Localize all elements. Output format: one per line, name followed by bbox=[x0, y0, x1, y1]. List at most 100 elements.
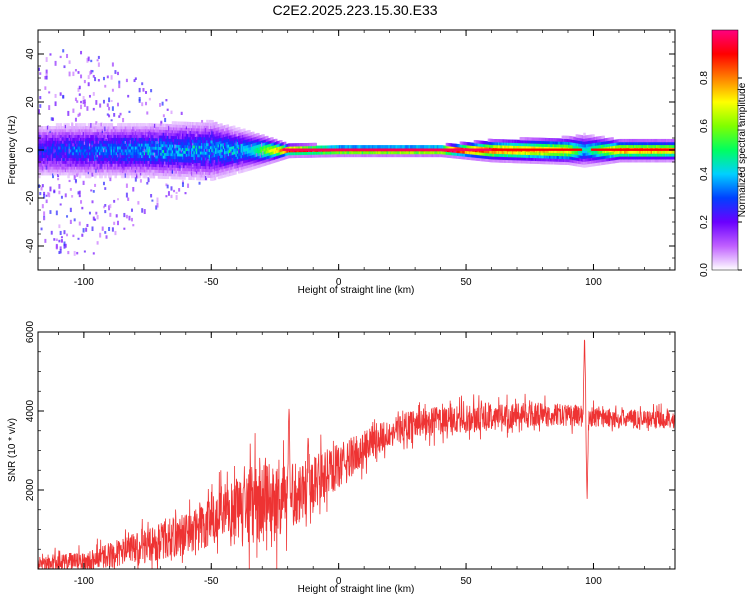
heatmap-cell bbox=[226, 144, 230, 148]
heatmap-cell bbox=[290, 151, 293, 156]
heatmap-cell bbox=[202, 145, 205, 149]
heatmap-cell bbox=[131, 149, 134, 153]
heatmap-cell bbox=[39, 169, 42, 173]
heatmap-cell bbox=[257, 141, 260, 145]
heatmap-cell bbox=[125, 154, 129, 159]
heatmap-cell bbox=[122, 131, 125, 136]
heatmap-cell bbox=[254, 156, 258, 161]
heatmap-cell bbox=[52, 169, 55, 173]
heatmap-cell bbox=[77, 154, 80, 159]
heatmap-cell bbox=[542, 149, 546, 153]
heatmap-cell bbox=[310, 142, 314, 147]
heatmap-cell bbox=[142, 174, 145, 179]
heatmap-cell bbox=[64, 149, 68, 153]
heatmap-cell bbox=[548, 149, 552, 153]
heatmap-cell bbox=[212, 171, 216, 175]
heatmap-noise-cell bbox=[161, 101, 164, 106]
heatmap-cell bbox=[188, 136, 191, 140]
heatmap-cell bbox=[97, 140, 101, 144]
heatmap-cell bbox=[570, 159, 574, 163]
heatmap-noise-cell bbox=[58, 184, 61, 189]
heatmap-cell bbox=[58, 140, 61, 144]
heatmap-cell bbox=[178, 173, 181, 177]
heatmap-cell bbox=[88, 140, 92, 144]
heatmap-cell bbox=[269, 137, 273, 141]
heatmap-cell bbox=[477, 143, 481, 147]
heatmap-cell bbox=[443, 151, 446, 155]
heatmap-cell bbox=[74, 137, 78, 141]
heatmap-cell bbox=[486, 155, 489, 159]
heatmap-cell bbox=[188, 176, 191, 180]
heatmap-cell bbox=[66, 163, 69, 167]
heatmap-cell bbox=[546, 158, 549, 162]
heatmap-cell bbox=[441, 145, 445, 149]
heatmap-cell bbox=[81, 163, 84, 167]
heatmap-cell bbox=[96, 143, 100, 147]
heatmap-cell bbox=[531, 154, 534, 159]
heatmap-cell bbox=[403, 153, 407, 158]
heatmap-cell bbox=[369, 150, 372, 155]
heatmap-cell bbox=[175, 170, 179, 174]
heatmap-cell bbox=[207, 154, 210, 158]
heatmap-cell bbox=[111, 134, 115, 138]
heatmap-cell bbox=[192, 176, 195, 181]
heatmap-cell bbox=[537, 143, 540, 147]
heatmap-cell bbox=[104, 169, 107, 173]
heatmap-cell bbox=[424, 150, 427, 155]
heatmap-cell bbox=[497, 142, 501, 146]
heatmap-cell bbox=[259, 135, 263, 139]
heatmap-cell bbox=[88, 163, 92, 167]
heatmap-cell bbox=[232, 137, 236, 141]
heatmap-cell bbox=[136, 151, 139, 156]
heatmap-cell bbox=[142, 172, 145, 176]
heatmap-cell bbox=[311, 154, 315, 158]
heatmap-cell bbox=[129, 146, 133, 150]
heatmap-cell bbox=[492, 144, 496, 149]
heatmap-noise-cell bbox=[153, 152, 156, 158]
heatmap-cell bbox=[230, 169, 233, 173]
heatmap-cell bbox=[189, 168, 193, 172]
heatmap-cell bbox=[240, 155, 244, 159]
heatmap-cell bbox=[229, 158, 232, 162]
heatmap-cell bbox=[77, 137, 80, 141]
heatmap-cell bbox=[166, 138, 170, 142]
heatmap-cell bbox=[159, 140, 162, 145]
heatmap-cell bbox=[490, 153, 493, 157]
heatmap-cell bbox=[99, 128, 102, 133]
heatmap-cell bbox=[147, 169, 151, 173]
heatmap-cell bbox=[259, 143, 263, 147]
heatmap-cell bbox=[82, 126, 86, 130]
heatmap-cell bbox=[226, 133, 230, 137]
heatmap-cell bbox=[111, 151, 115, 156]
heatmap-noise-cell bbox=[122, 163, 125, 169]
heatmap-cell bbox=[120, 134, 124, 138]
heatmap-cell bbox=[190, 165, 194, 169]
heatmap-cell bbox=[213, 171, 217, 175]
heatmap-cell bbox=[125, 146, 129, 150]
heatmap-noise-cell bbox=[124, 126, 127, 132]
heatmap-cell bbox=[170, 126, 173, 131]
heatmap-cell bbox=[110, 163, 114, 167]
heatmap-cell bbox=[273, 139, 277, 143]
heatmap-cell bbox=[510, 159, 514, 164]
heatmap-cell bbox=[157, 137, 161, 142]
heatmap-cell bbox=[282, 142, 286, 146]
heatmap-cell bbox=[271, 137, 274, 141]
heatmap-noise-cell bbox=[62, 49, 65, 53]
heatmap-cell bbox=[185, 144, 189, 149]
heatmap-cell bbox=[169, 164, 172, 168]
heatmap-cell bbox=[254, 148, 258, 152]
heatmap-cell bbox=[213, 156, 217, 161]
heatmap-cell bbox=[148, 160, 152, 164]
heatmap-cell bbox=[38, 134, 41, 138]
heatmap-cell bbox=[392, 153, 395, 158]
heatmap-cell bbox=[459, 152, 463, 157]
heatmap-cell bbox=[364, 145, 367, 149]
heatmap-cell bbox=[43, 143, 46, 147]
heatmap-cell bbox=[88, 169, 92, 173]
heatmap-cell bbox=[101, 163, 105, 167]
heatmap-cell bbox=[174, 124, 177, 128]
heatmap-noise-cell bbox=[95, 211, 98, 215]
heatmap-noise-cell bbox=[45, 165, 48, 170]
heatmap-cell bbox=[543, 158, 547, 162]
